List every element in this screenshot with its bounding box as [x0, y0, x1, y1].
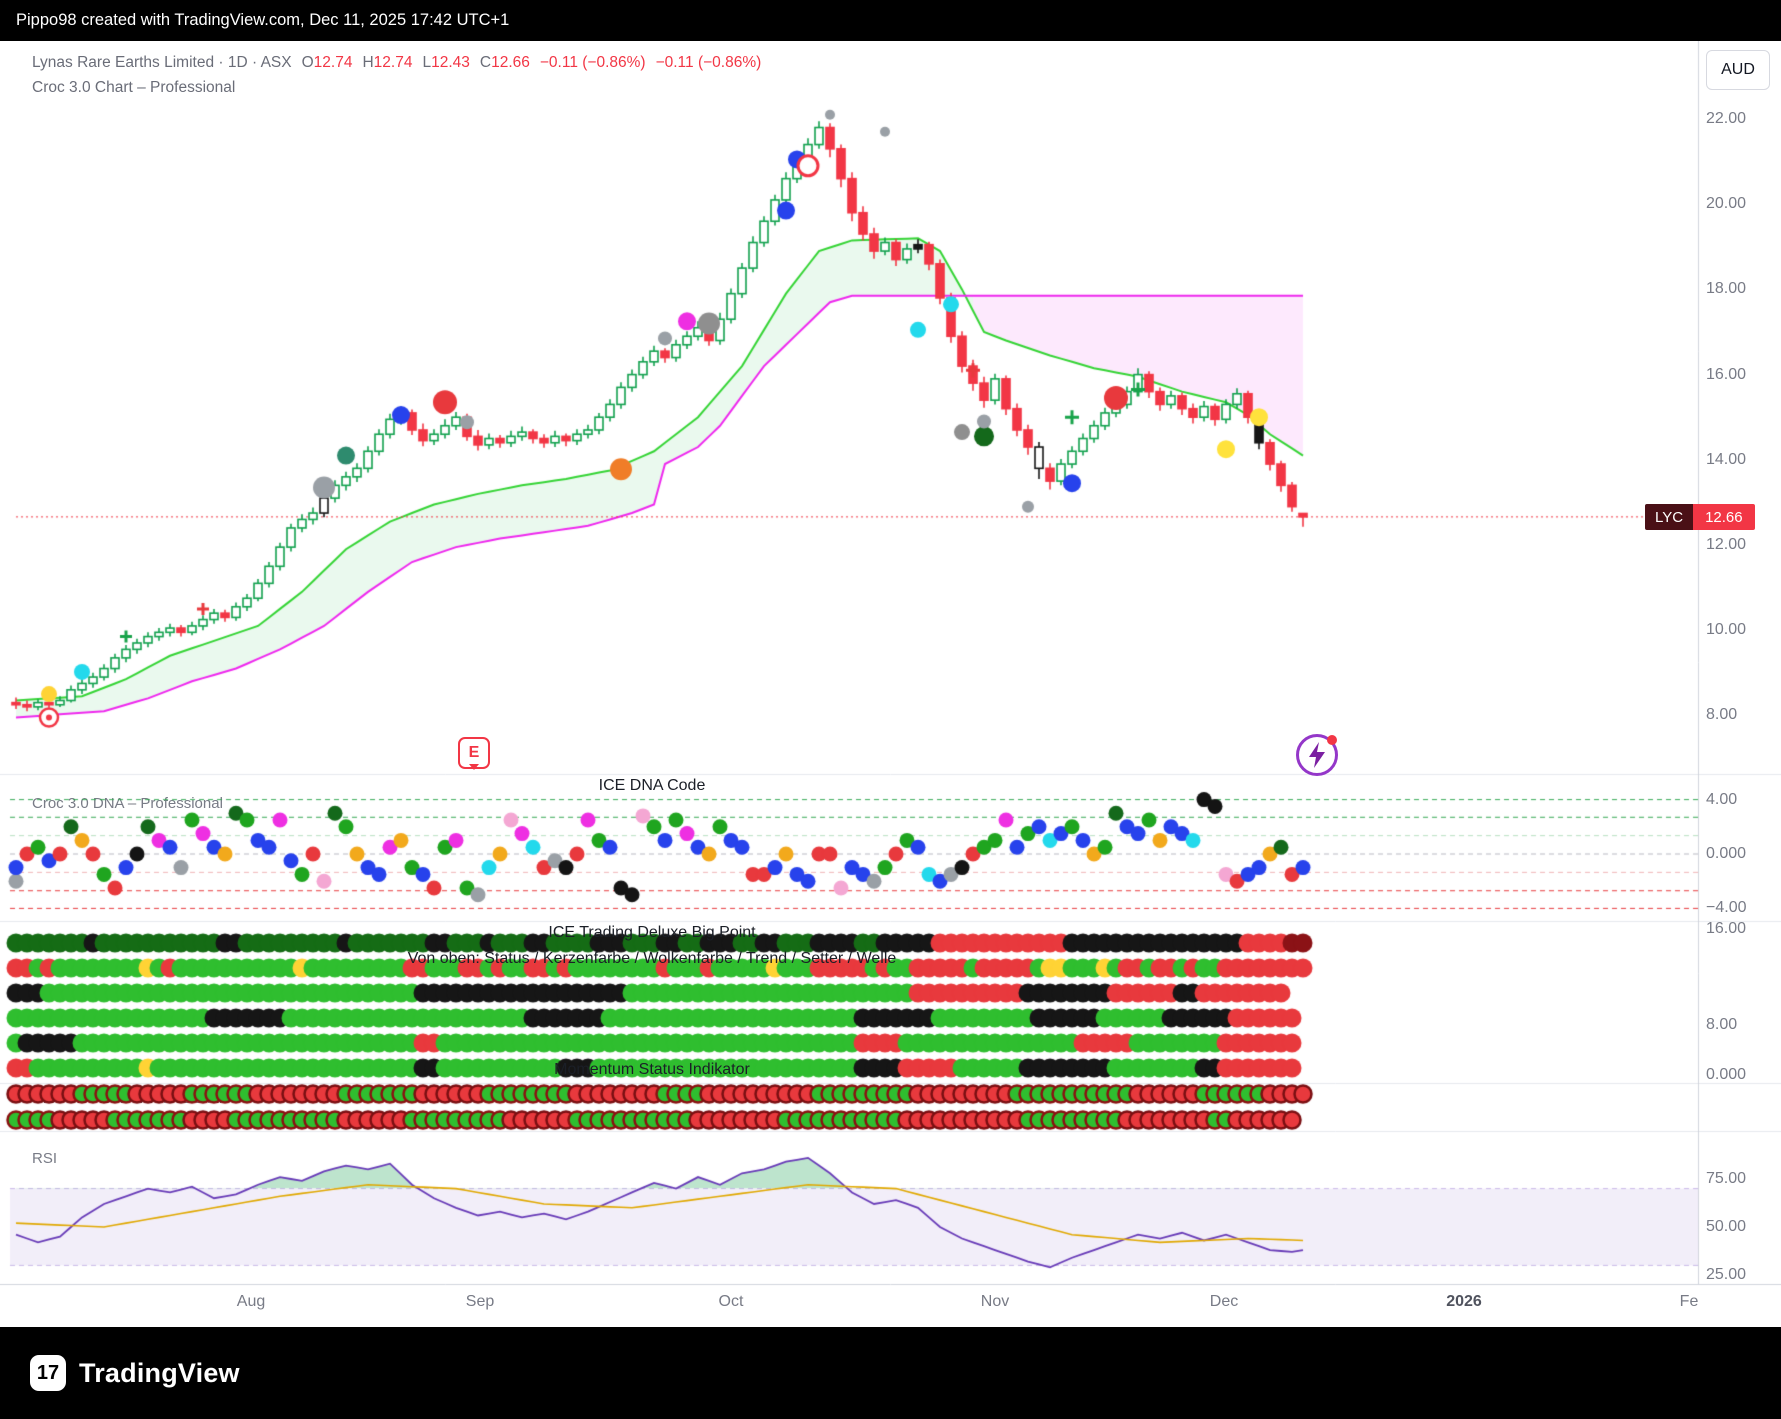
tradingview-logo-icon[interactable]: 17 — [30, 1355, 66, 1391]
ohlc-value: 12.66 — [491, 54, 530, 71]
price-scale-label: 16.00 — [1706, 365, 1747, 383]
lightning-icon — [1309, 742, 1325, 768]
price-scale-label: 8.00 — [1706, 706, 1738, 724]
ohlc-label: H — [362, 54, 374, 71]
last-price-label: LYC 12.66 — [1645, 504, 1755, 530]
boost-icon[interactable] — [1296, 734, 1338, 776]
tape-center-title: ICE Trading Deluxe Big Point — [548, 924, 756, 941]
footer-bar: 17 TradingView — [0, 1327, 1781, 1419]
time-scale-label: Nov — [980, 1293, 1010, 1310]
ohlc-value: 12.74 — [373, 54, 413, 71]
dna-center-title: ICE DNA Code — [598, 777, 706, 794]
price-scale-label: 14.00 — [1706, 450, 1747, 468]
time-axis[interactable] — [0, 1284, 1781, 1327]
price-scale-label: 16.00 — [1706, 920, 1747, 937]
price-scale-label: −4.00 — [1706, 899, 1747, 917]
change-value: −0.11 (−0.86%) — [655, 54, 762, 71]
price-scale-label: 0.000 — [1706, 845, 1747, 862]
change-value: −0.11 (−0.86%) — [539, 54, 646, 71]
price-scale-label: 25.00 — [1706, 1266, 1747, 1283]
time-scale-label: 2026 — [1446, 1293, 1482, 1310]
ohlc-label: C — [479, 54, 492, 71]
time-scale-label: Sep — [465, 1293, 495, 1310]
indicator-legend-row[interactable]: Croc 3.0 Chart – Professional — [32, 79, 236, 96]
currency-button[interactable]: AUD — [1706, 50, 1770, 90]
chart-legend: Lynas Rare Earths Limited · 1D · ASX O12.… — [32, 54, 761, 97]
attribution-bar: Pippo98 created with TradingView.com, De… — [0, 0, 1781, 41]
price-label-value: 12.66 — [1693, 504, 1755, 530]
tradingview-logo-text[interactable]: TradingView — [79, 1357, 240, 1388]
price-scale-label: 22.00 — [1706, 110, 1747, 127]
earnings-badge[interactable]: E — [458, 737, 490, 769]
price-scale-label: 4.00 — [1706, 790, 1738, 808]
time-scale-label: Dec — [1209, 1293, 1239, 1310]
ohlc-readout: O12.74 H12.74 L12.43 C12.66 −0.11 (−0.86%) −0… — [292, 54, 762, 71]
price-scale-label: 50.00 — [1706, 1218, 1747, 1235]
price-scale-label: 75.00 — [1706, 1170, 1747, 1187]
price-axis[interactable] — [1698, 41, 1781, 1284]
price-scale-label: 18.00 — [1706, 280, 1747, 298]
ohlc-value: 12.43 — [431, 54, 470, 71]
symbol-title[interactable]: Lynas Rare Earths Limited · 1D · ASX — [32, 54, 292, 71]
time-scale-label: Aug — [236, 1293, 266, 1310]
price-label-symbol: LYC — [1645, 504, 1694, 530]
attribution-text: Pippo98 created with TradingView.com, De… — [16, 11, 510, 29]
notification-dot — [1327, 735, 1337, 745]
earnings-badge-letter: E — [468, 744, 480, 761]
price-scale-label: 0.000 — [1706, 1066, 1747, 1083]
ohlc-label: O — [301, 54, 314, 71]
ohlc-value: 12.74 — [313, 54, 353, 71]
price-scale-label: 12.00 — [1706, 536, 1747, 553]
tape-subtitle: Von oben: Status / Kerzenfarbe / Wolkenf… — [407, 950, 897, 967]
momentum-center-title: Momentum Status Indikator — [554, 1061, 750, 1078]
price-scale-label: 10.00 — [1706, 621, 1747, 639]
ohlc-label: L — [422, 54, 432, 71]
symbol-legend-row[interactable]: Lynas Rare Earths Limited · 1D · ASX O12.… — [32, 54, 761, 72]
price-scale-label: 8.00 — [1706, 1016, 1738, 1033]
price-scale-label: 20.00 — [1706, 195, 1747, 213]
time-scale-label: Oct — [718, 1293, 744, 1310]
time-scale-label: Fe — [1679, 1293, 1699, 1310]
